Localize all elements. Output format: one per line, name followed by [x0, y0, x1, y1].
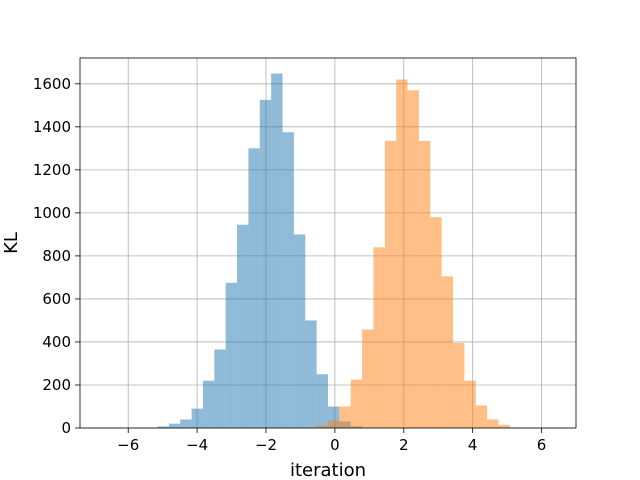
x-tick-label: −4 — [186, 436, 208, 454]
histogram-bar-series-2 — [384, 140, 397, 428]
y-tick-label: 1400 — [33, 118, 71, 136]
histogram-bar-series-2 — [441, 276, 454, 428]
histogram-bar-series-1 — [168, 423, 181, 428]
histogram-bar-series-1 — [214, 349, 226, 428]
histogram-bar-series-2 — [475, 405, 488, 428]
histogram-bar-series-1 — [180, 419, 192, 428]
histogram-bar-series-1 — [157, 426, 169, 428]
histogram-bar-series-2 — [328, 420, 340, 428]
y-tick-label: 400 — [42, 333, 71, 351]
histogram-bar-series-2 — [396, 79, 408, 428]
histogram-bar-series-2 — [453, 343, 465, 428]
histogram-bar-series-2 — [350, 379, 363, 428]
x-tick-label: −6 — [117, 436, 139, 454]
y-tick-label: 1000 — [33, 204, 71, 222]
axis-ticks: −6 −4 −2 0 2 4 6 0 200 400 600 800 1000 1200 1400 1600 — [33, 75, 547, 454]
histogram-bar-series-1 — [282, 132, 294, 428]
histogram-bar-series-1 — [293, 234, 306, 428]
x-tick-label: −2 — [255, 436, 277, 454]
grid-lines — [80, 58, 576, 429]
y-tick-label: 800 — [42, 247, 71, 265]
histogram-bar-series-2 — [316, 425, 328, 428]
histogram-bar-series-1 — [191, 408, 203, 428]
histogram-bar-series-1 — [202, 380, 215, 428]
histogram-bar-series-2 — [418, 140, 431, 428]
histogram-bar-series-2 — [464, 380, 476, 428]
histogram-bar-series-1 — [259, 99, 272, 428]
histogram-bar-series-2 — [430, 217, 442, 428]
x-tick-label: 4 — [468, 436, 478, 454]
y-tick-label: 200 — [42, 376, 71, 394]
y-axis-label: KL — [1, 232, 22, 254]
histogram-bar-series-1 — [328, 406, 340, 428]
histogram-bar-series-1 — [305, 320, 317, 428]
plot-frame — [79, 57, 577, 429]
x-tick-label: 2 — [399, 436, 409, 454]
y-tick-label: 1200 — [33, 161, 71, 179]
histogram-bar-series-2 — [373, 247, 385, 428]
y-tick-label: 600 — [42, 290, 71, 308]
histogram-bar-series-2 — [498, 424, 510, 428]
histogram-bar-series-1 — [237, 224, 249, 428]
x-tick-label: 6 — [537, 436, 547, 454]
histogram-bar-series-2 — [339, 406, 351, 428]
histogram-bars — [146, 73, 522, 429]
y-tick-label: 1600 — [33, 75, 71, 93]
histogram-bar-series-1 — [316, 374, 328, 428]
x-axis-label: iteration — [290, 460, 366, 480]
histogram-bar-series-2 — [487, 419, 499, 428]
x-tick-label: 0 — [330, 436, 340, 454]
y-tick-label: 0 — [61, 419, 71, 437]
histogram-bar-series-1 — [225, 282, 238, 428]
histogram-bar-series-2 — [362, 329, 374, 428]
histogram-bar-series-2 — [407, 90, 419, 428]
histogram-bar-series-1 — [271, 73, 283, 428]
histogram-bar-series-1 — [248, 148, 260, 429]
